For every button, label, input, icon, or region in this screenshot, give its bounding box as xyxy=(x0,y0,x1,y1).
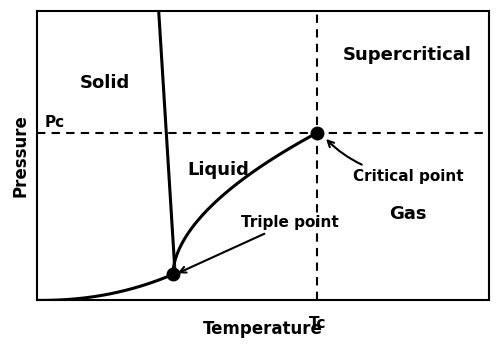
Text: Liquid: Liquid xyxy=(187,161,249,179)
X-axis label: Temperature: Temperature xyxy=(203,320,323,338)
Text: Gas: Gas xyxy=(389,205,426,223)
Text: Triple point: Triple point xyxy=(180,215,338,273)
Text: Critical point: Critical point xyxy=(328,141,464,184)
Text: Tc: Tc xyxy=(308,316,326,331)
Y-axis label: Pressure: Pressure xyxy=(11,114,29,197)
Text: Pc: Pc xyxy=(44,115,64,130)
Text: Supercritical: Supercritical xyxy=(343,45,472,64)
Text: Solid: Solid xyxy=(80,74,130,92)
